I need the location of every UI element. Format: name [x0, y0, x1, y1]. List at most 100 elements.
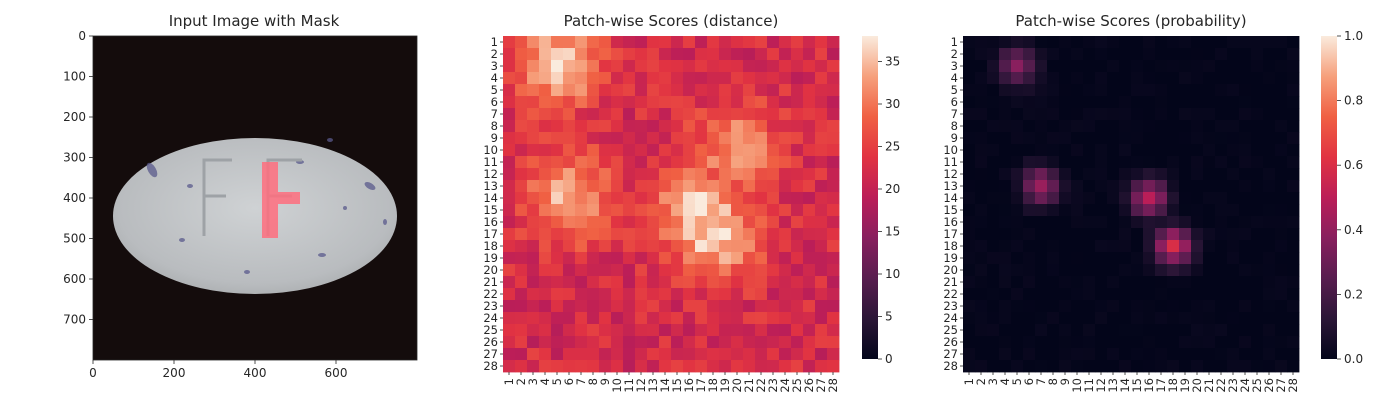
- probability-cell: [1083, 312, 1096, 325]
- distance-cell: [743, 360, 756, 373]
- distance-cell: [695, 300, 708, 313]
- probability-cell: [987, 216, 1000, 229]
- probability-cell: [1263, 228, 1276, 241]
- distance-cell: [767, 168, 780, 181]
- distance-cell: [503, 324, 516, 337]
- distance-cell: [695, 120, 708, 133]
- distance-cell: [659, 324, 672, 337]
- distance-cell: [563, 180, 576, 193]
- distance-cell: [647, 36, 660, 49]
- distance-cell: [803, 204, 816, 217]
- probability-cell: [1263, 168, 1276, 181]
- distance-cell: [539, 312, 552, 325]
- probability-cell: [1035, 204, 1048, 217]
- distance-cell: [695, 288, 708, 301]
- probability-cell: [1251, 228, 1264, 241]
- egg-speckles: [146, 138, 387, 274]
- probability-x-tick-label: 6: [1022, 378, 1036, 385]
- image-x-tick-label: 0: [89, 366, 97, 380]
- probability-cell: [999, 180, 1012, 193]
- probability-cell: [1287, 96, 1300, 109]
- probability-cell: [987, 336, 1000, 349]
- probability-cell: [1059, 240, 1072, 253]
- probability-cell: [975, 360, 988, 373]
- distance-cell: [827, 96, 840, 109]
- probability-cell: [1191, 180, 1204, 193]
- probability-cell: [1215, 168, 1228, 181]
- distance-cell: [635, 204, 648, 217]
- distance-cell: [791, 60, 804, 73]
- distance-cell: [563, 72, 576, 85]
- probability-cell: [1071, 360, 1084, 373]
- distance-cell: [647, 192, 660, 205]
- distance-cell: [527, 96, 540, 109]
- probability-cell: [987, 132, 1000, 145]
- probability-cell: [1167, 240, 1180, 253]
- probability-cell: [1071, 348, 1084, 361]
- probability-y-tick-label: 25: [943, 323, 958, 337]
- distance-cell: [755, 300, 768, 313]
- distance-cell: [551, 108, 564, 121]
- distance-cell: [755, 312, 768, 325]
- probability-y-tick-label: 21: [943, 275, 958, 289]
- distance-cell: [647, 96, 660, 109]
- speckle: [244, 270, 250, 274]
- distance-cell: [671, 96, 684, 109]
- distance-cell: [539, 144, 552, 157]
- distance-cell: [767, 300, 780, 313]
- distance-cell: [791, 324, 804, 337]
- probability-cell: [1143, 360, 1156, 373]
- probability-cell: [1107, 300, 1120, 313]
- distance-cell: [599, 96, 612, 109]
- probability-cell: [1155, 168, 1168, 181]
- probability-cell: [1095, 132, 1108, 145]
- probability-cell: [1155, 36, 1168, 49]
- distance-cell: [695, 204, 708, 217]
- distance-cell: [551, 180, 564, 193]
- distance-cell: [551, 276, 564, 289]
- distance-cell: [515, 228, 528, 241]
- distance-cell: [707, 276, 720, 289]
- distance-cell: [803, 96, 816, 109]
- distance-cell: [659, 60, 672, 73]
- distance-cell: [647, 180, 660, 193]
- distance-cell: [587, 300, 600, 313]
- probability-cell: [963, 228, 976, 241]
- distance-cell: [611, 204, 624, 217]
- distance-cell: [707, 60, 720, 73]
- distance-cell: [599, 216, 612, 229]
- probability-y-tick-label: 8: [951, 119, 958, 133]
- distance-cell: [551, 144, 564, 157]
- distance-cell: [755, 228, 768, 241]
- probability-cell: [1191, 120, 1204, 133]
- distance-cell: [611, 132, 624, 145]
- probability-cell: [1191, 48, 1204, 61]
- probability-cell: [1083, 240, 1096, 253]
- probability-cell: [1263, 132, 1276, 145]
- image-y-tick-label: 0: [78, 29, 86, 43]
- probability-cell: [1035, 36, 1048, 49]
- distance-y-tick-label: 24: [483, 311, 498, 325]
- probability-cell: [1071, 312, 1084, 325]
- probability-cell: [1023, 60, 1036, 73]
- probability-cell: [999, 240, 1012, 253]
- distance-cell: [527, 336, 540, 349]
- probability-cell: [1179, 120, 1192, 133]
- probability-cell: [1179, 240, 1192, 253]
- distance-cell: [827, 144, 840, 157]
- probability-cell: [1191, 216, 1204, 229]
- distance-cell: [827, 48, 840, 61]
- probability-cell: [1143, 108, 1156, 121]
- distance-cell: [815, 84, 828, 97]
- distance-cell: [647, 264, 660, 277]
- probability-cell: [1011, 144, 1024, 157]
- probability-cell: [1119, 60, 1132, 73]
- probability-cell: [1239, 360, 1252, 373]
- probability-cell: [1251, 240, 1264, 253]
- probability-cell: [1227, 204, 1240, 217]
- probability-cell: [987, 300, 1000, 313]
- distance-cell: [587, 84, 600, 97]
- distance-cell: [503, 72, 516, 85]
- distance-y-tick-label: 7: [491, 107, 498, 121]
- image-y-tick-label: 300: [63, 151, 86, 165]
